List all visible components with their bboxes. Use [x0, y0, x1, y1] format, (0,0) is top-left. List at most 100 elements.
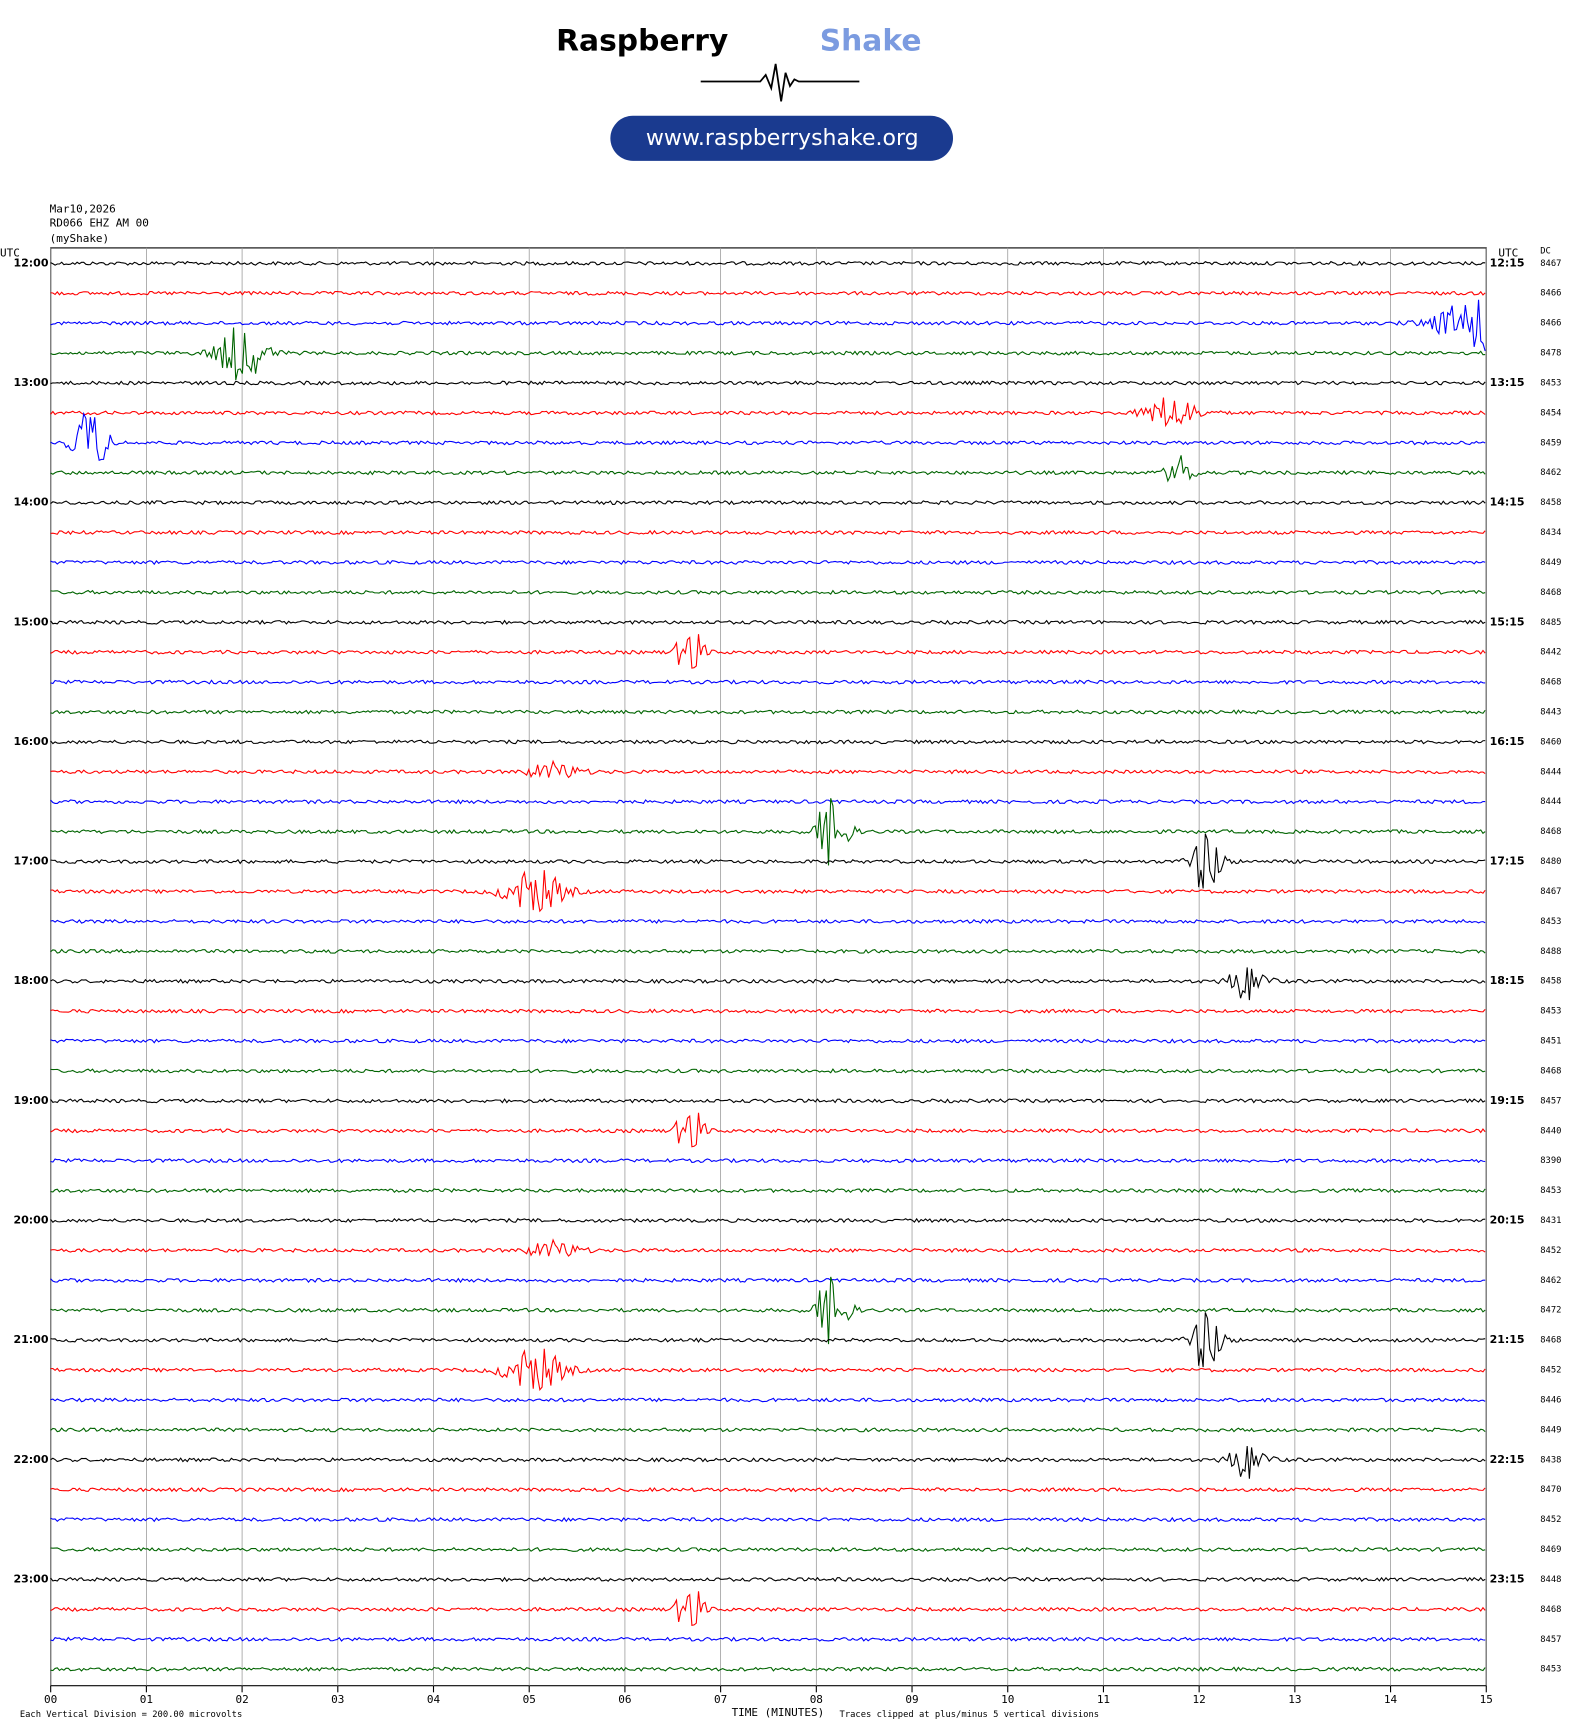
dc-value: 8453	[1540, 1665, 1561, 1675]
trace	[50, 559, 1486, 566]
dc-value: 8468	[1540, 1066, 1561, 1076]
dc-value: 8459	[1540, 438, 1561, 448]
trace	[50, 1098, 1486, 1104]
trace	[50, 1397, 1486, 1403]
right-time: 23:15	[1490, 1572, 1525, 1585]
right-time: 14:15	[1490, 496, 1525, 509]
trace	[50, 327, 1486, 381]
url[interactable]: www.raspberryshake.org	[646, 126, 919, 151]
trace	[50, 870, 1486, 913]
left-axis-label: UTC	[0, 246, 20, 259]
dc-value: 8468	[1540, 678, 1561, 688]
trace	[50, 411, 1486, 461]
dc-value: 8390	[1540, 1156, 1561, 1166]
dc-value: 8457	[1540, 1096, 1561, 1106]
dc-value: 8453	[1540, 917, 1561, 927]
x-tick-label: 12	[1193, 1693, 1206, 1706]
trace	[50, 619, 1486, 626]
dc-value: 8457	[1540, 1635, 1561, 1645]
x-tick-label: 11	[1097, 1693, 1110, 1706]
trace	[50, 1427, 1486, 1433]
dc-value: 8480	[1540, 857, 1561, 867]
x-tick-label: 02	[235, 1693, 248, 1706]
x-tick-label: 09	[905, 1693, 918, 1706]
x-tick-label: 13	[1288, 1693, 1301, 1706]
dc-value: 8468	[1540, 1336, 1561, 1346]
left-time: 12:00	[13, 256, 48, 269]
brand-dark: Raspberry	[556, 23, 728, 58]
right-time: 17:15	[1490, 855, 1525, 868]
dc-value: 8488	[1540, 947, 1561, 957]
trace	[50, 1546, 1486, 1553]
plot-frame	[50, 247, 1487, 1687]
x-tick-label: 14	[1384, 1693, 1398, 1706]
trace	[50, 1348, 1486, 1392]
trace	[50, 1312, 1486, 1368]
trace	[50, 1187, 1486, 1194]
x-axis-label: TIME (MINUTES)	[732, 1706, 825, 1719]
x-tick-label: 08	[810, 1693, 823, 1706]
dc-value: 8431	[1540, 1216, 1561, 1226]
left-time: 21:00	[13, 1333, 48, 1346]
dc-value: 8458	[1540, 498, 1561, 508]
trace	[50, 1576, 1486, 1583]
right-time: 20:15	[1490, 1214, 1525, 1227]
right-time: 16:15	[1490, 735, 1525, 748]
right-time: 12:15	[1490, 256, 1525, 269]
trace	[50, 634, 1486, 669]
dc-value: 8452	[1540, 1366, 1561, 1376]
right-axis-label: UTC	[1498, 246, 1518, 259]
trace	[50, 290, 1486, 296]
left-time: 17:00	[13, 855, 48, 868]
dc-value: 8458	[1540, 977, 1561, 987]
dc-value: 8446	[1540, 1395, 1561, 1405]
url-pill[interactable]	[610, 115, 954, 161]
trace	[50, 529, 1486, 536]
trace	[50, 1217, 1486, 1224]
left-time: 23:00	[13, 1572, 48, 1585]
dc-value: 8453	[1540, 378, 1561, 388]
trace	[50, 1038, 1486, 1044]
left-time: 22:00	[13, 1453, 48, 1466]
dc-value: 8467	[1540, 887, 1561, 897]
dc-value: 8444	[1540, 797, 1561, 807]
x-tick-label: 10	[1001, 1693, 1014, 1706]
date: Mar10,2026	[50, 202, 116, 215]
trace	[50, 1446, 1486, 1479]
dc-value: 8444	[1540, 767, 1561, 777]
dc-value: 8469	[1540, 1545, 1561, 1555]
left-time: 18:00	[13, 974, 48, 987]
dc-value: 8470	[1540, 1485, 1561, 1495]
dc-value: 8468	[1540, 1605, 1561, 1615]
dc-value: 8443	[1540, 708, 1561, 718]
trace	[50, 500, 1486, 506]
trace	[50, 380, 1486, 386]
right-time: 21:15	[1490, 1333, 1525, 1346]
trace	[50, 967, 1486, 1001]
x-tick-label: 15	[1480, 1693, 1493, 1706]
scale-note: Each Vertical Division = 200.00 microvol…	[20, 1710, 242, 1720]
dc-value: 8434	[1540, 528, 1561, 538]
dc-value: 8466	[1540, 319, 1561, 329]
dc-value: 8440	[1540, 1126, 1561, 1136]
trace	[50, 799, 1486, 805]
trace	[50, 918, 1486, 925]
trace	[50, 709, 1486, 715]
left-time: 14:00	[13, 496, 48, 509]
station: RD066 EHZ AM 00	[50, 217, 149, 230]
trace	[50, 948, 1486, 954]
dc-value: 8462	[1540, 1276, 1561, 1286]
dc-label: DC	[1540, 247, 1551, 257]
dc-value: 8460	[1540, 737, 1561, 747]
source: (myShake)	[50, 232, 110, 245]
dc-value: 8478	[1540, 349, 1561, 359]
dc-value: 8448	[1540, 1575, 1561, 1585]
trace	[50, 455, 1486, 483]
trace	[50, 1636, 1486, 1642]
brand-light: Shake	[820, 23, 922, 58]
dc-value: 8472	[1540, 1306, 1561, 1316]
dc-value: 8442	[1540, 648, 1561, 658]
dc-value: 8467	[1540, 259, 1561, 269]
